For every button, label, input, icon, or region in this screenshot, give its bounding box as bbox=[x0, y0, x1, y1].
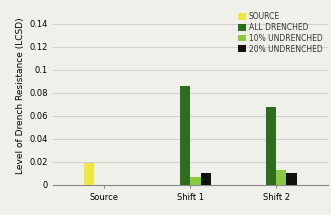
Bar bbox=[180, 86, 190, 185]
Bar bbox=[276, 170, 287, 185]
Bar bbox=[266, 107, 276, 185]
Bar bbox=[201, 173, 211, 185]
Bar bbox=[190, 177, 201, 185]
Legend: SOURCE, ALL DRENCHED, 10% UNDRENCHED, 20% UNDRENCHED: SOURCE, ALL DRENCHED, 10% UNDRENCHED, 20… bbox=[236, 10, 324, 55]
Y-axis label: Level of Drench Resistance (LCSD): Level of Drench Resistance (LCSD) bbox=[17, 17, 25, 174]
Bar bbox=[287, 173, 297, 185]
Bar bbox=[84, 163, 94, 185]
